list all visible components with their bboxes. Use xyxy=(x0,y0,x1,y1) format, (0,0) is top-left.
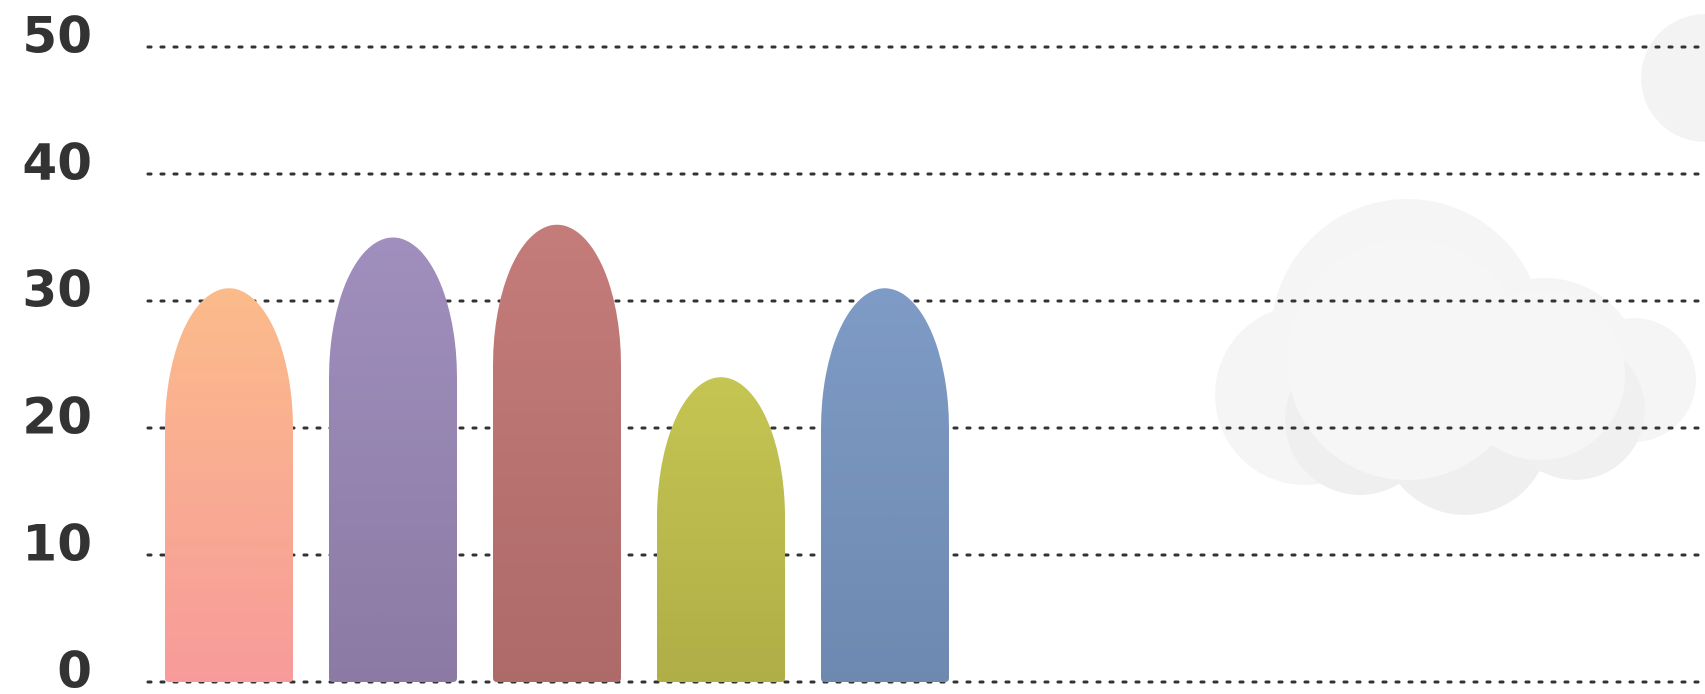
bar xyxy=(165,288,293,682)
bar xyxy=(329,237,457,682)
bar xyxy=(821,288,949,682)
bar-layer xyxy=(165,224,949,683)
y-tick-label: 20 xyxy=(22,388,92,446)
y-tick-label: 30 xyxy=(22,261,92,319)
y-tick-label: 10 xyxy=(22,515,92,573)
y-tick-label: 0 xyxy=(57,642,92,694)
cloud-decoration xyxy=(1215,14,1705,515)
bar xyxy=(657,377,785,682)
bar xyxy=(493,224,621,683)
y-tick-label: 50 xyxy=(22,7,92,65)
y-tick-label: 40 xyxy=(22,134,92,192)
